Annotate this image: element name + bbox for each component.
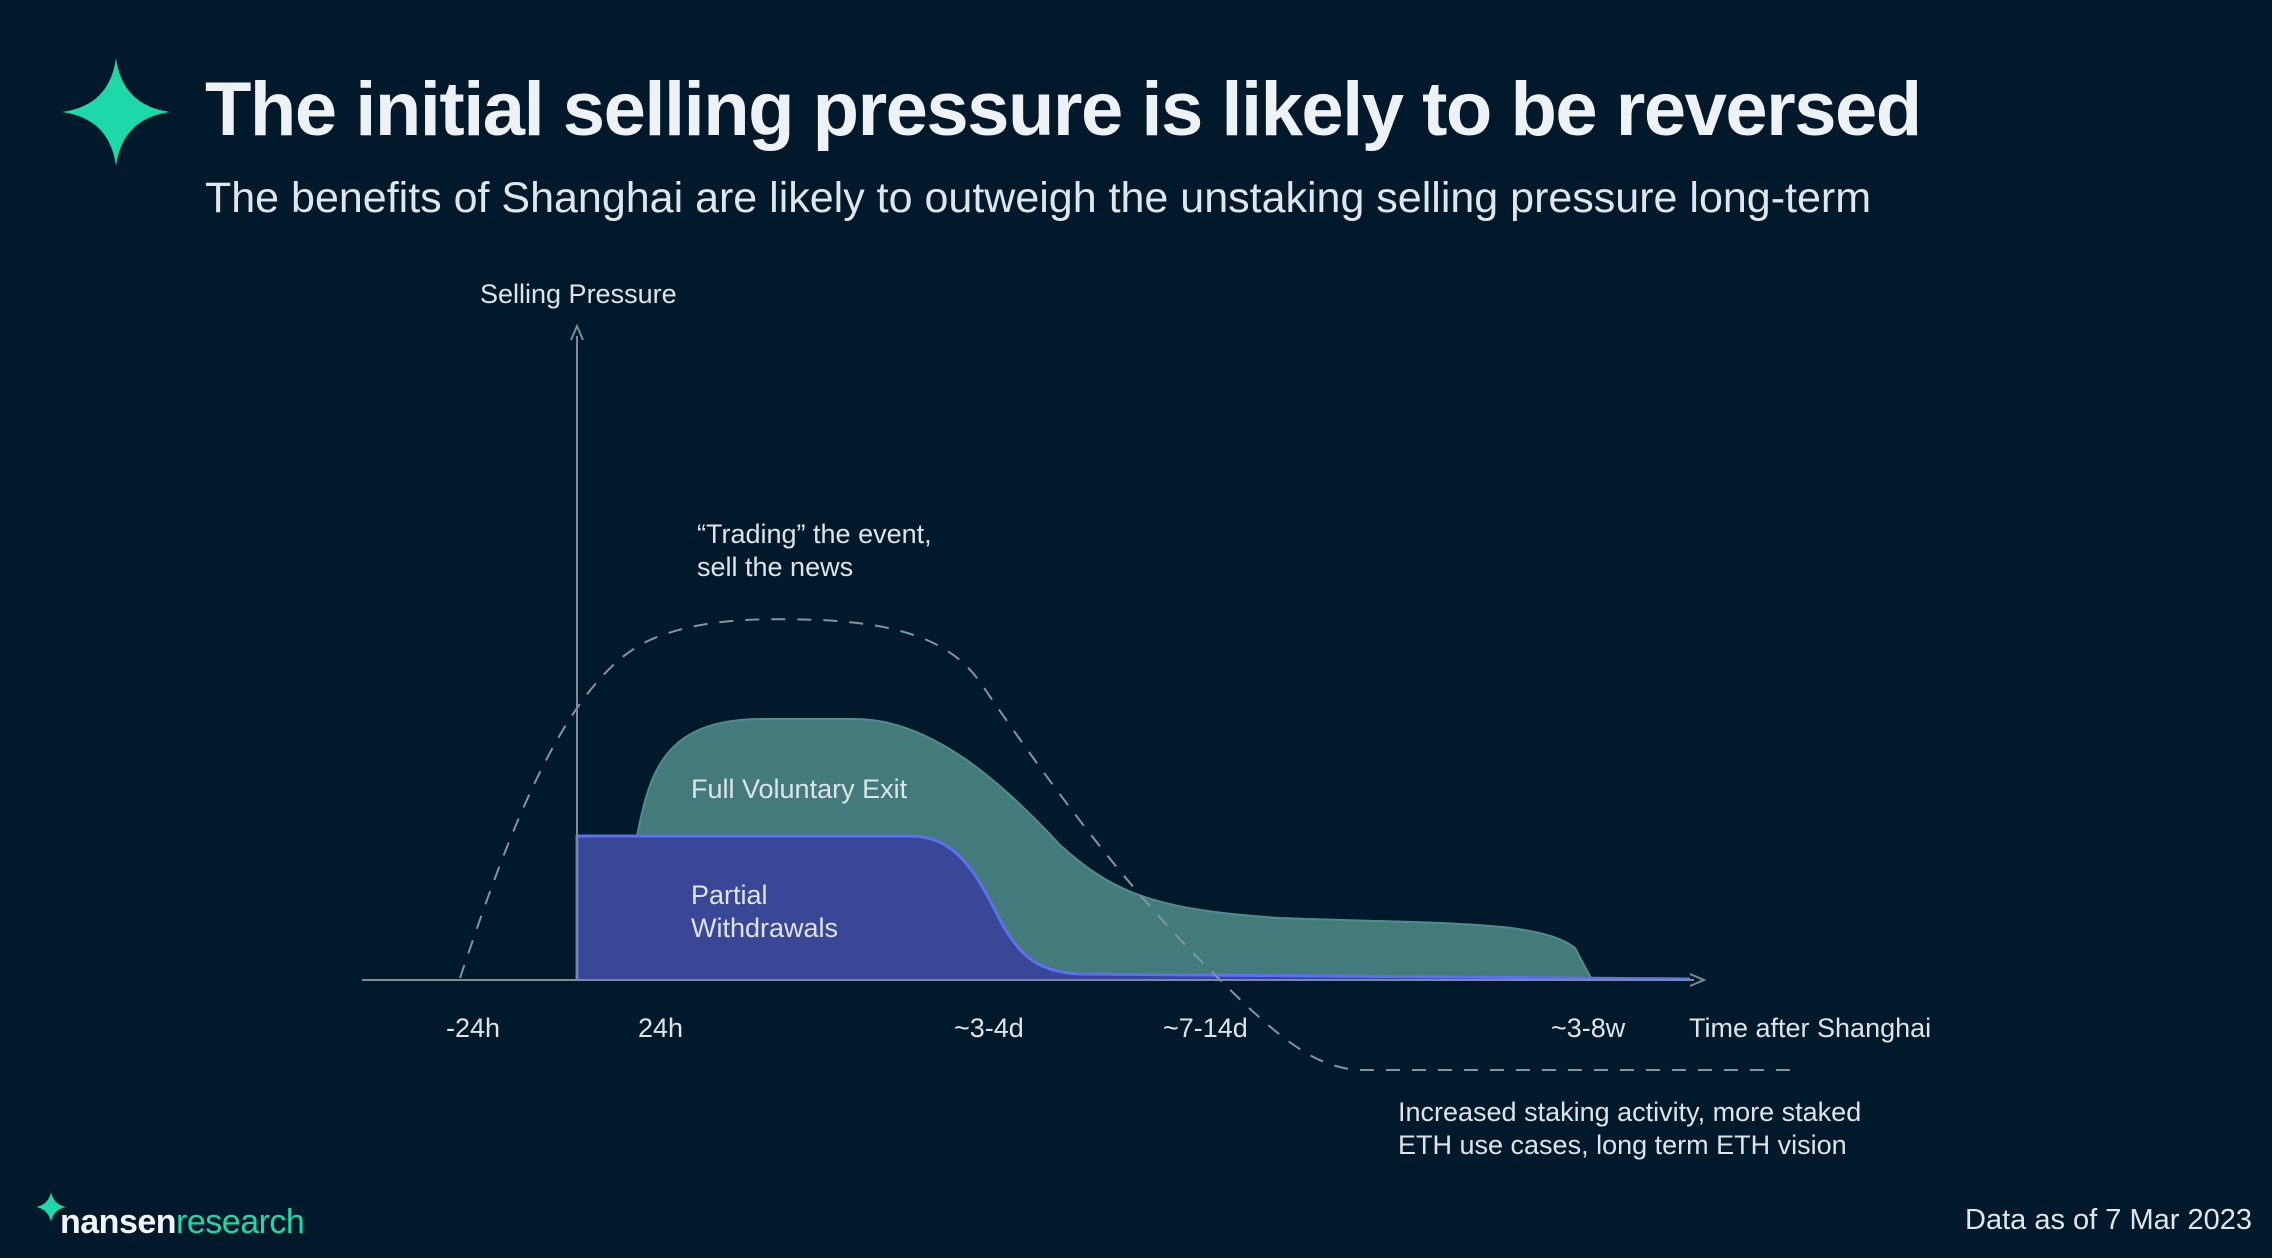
tick-label: -24h xyxy=(446,1013,500,1043)
brand-wordmark: nansenresearch xyxy=(60,1203,305,1242)
data-date-note: Data as of 7 Mar 2023 xyxy=(1965,1204,2252,1236)
tick-label: 24h xyxy=(638,1013,683,1043)
page-title: The initial selling pressure is likely t… xyxy=(205,67,1922,152)
partial-withdrawals-outline xyxy=(575,834,1691,981)
x-axis-label: Time after Shanghai xyxy=(1689,1013,1931,1043)
staking-annotation-line1: Increased staking activity, more staked xyxy=(1398,1097,1861,1127)
trading-annotation-line1: “Trading” the event, xyxy=(697,519,932,549)
tick-label: ~3-4d xyxy=(954,1013,1024,1043)
nansen-star-logo-icon xyxy=(62,58,170,166)
page-subtitle: The benefits of Shanghai are likely to o… xyxy=(205,174,1872,222)
brand-sub: research xyxy=(176,1203,305,1241)
partial-withdrawals-area xyxy=(577,836,1690,980)
y-axis-label: Selling Pressure xyxy=(480,279,677,309)
trading-annotation-line2: sell the news xyxy=(697,552,853,582)
y-axis-arrow-icon xyxy=(570,323,584,341)
footer-star-logo-icon xyxy=(36,1192,66,1222)
tick-label: ~7-14d xyxy=(1163,1013,1248,1043)
partial-label-line1: Partial xyxy=(691,880,768,910)
x-axis-arrow-icon xyxy=(1689,973,1707,987)
tick-label: ~3-8w xyxy=(1551,1013,1626,1043)
staking-annotation-line2: ETH use cases, long term ETH vision xyxy=(1398,1130,1847,1160)
brand-name: nansen xyxy=(60,1203,177,1241)
partial-label-line2: Withdrawals xyxy=(691,913,838,943)
full-exit-label: Full Voluntary Exit xyxy=(691,774,908,804)
